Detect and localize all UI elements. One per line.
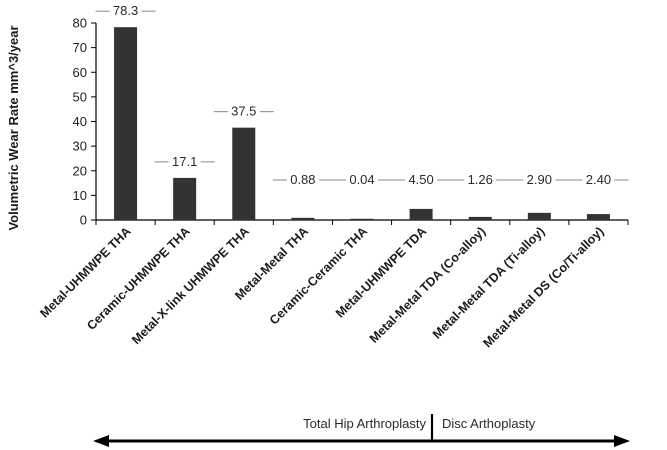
data-label: 78.3 bbox=[113, 3, 138, 18]
group-label-hip: Total Hip Arthroplasty bbox=[303, 416, 426, 431]
data-label: 0.04 bbox=[349, 172, 374, 187]
bar bbox=[468, 216, 492, 220]
data-label: 2.40 bbox=[586, 172, 611, 187]
group-label-disc: Disc Arthoplasty bbox=[442, 416, 536, 431]
category-label: Metal-Metal TDA (Ti-alloy) bbox=[430, 224, 547, 341]
bar bbox=[232, 127, 256, 220]
bar bbox=[173, 177, 197, 220]
bar bbox=[527, 212, 551, 220]
y-tick-label: 0 bbox=[80, 213, 87, 228]
data-label: 17.1 bbox=[172, 154, 197, 169]
category-label: Ceramic-Ceramic THA bbox=[267, 224, 370, 327]
y-tick-label: 20 bbox=[73, 163, 87, 178]
y-tick-label: 80 bbox=[73, 16, 87, 31]
y-tick-label: 60 bbox=[73, 65, 87, 80]
y-tick-label: 30 bbox=[73, 139, 87, 154]
data-label: 2.90 bbox=[527, 172, 552, 187]
bar bbox=[586, 214, 610, 220]
category-label: Metal-Metal DS (Co/Ti-alloy) bbox=[480, 224, 606, 350]
bar bbox=[409, 208, 433, 220]
bar bbox=[114, 27, 138, 221]
data-label: 4.50 bbox=[408, 172, 433, 187]
x-axis bbox=[95, 219, 629, 225]
bar bbox=[291, 217, 315, 220]
category-label: Metal-Metal TDA (Co-alloy) bbox=[367, 224, 489, 346]
y-axis-title: Volumetric Wear Rate mm^3/year bbox=[6, 25, 21, 230]
arrow-right-head bbox=[614, 435, 630, 447]
y-tick-label: 40 bbox=[73, 114, 87, 129]
arrow-left-head bbox=[93, 435, 109, 447]
y-axis: 0 10 20 30 40 50 60 70 80 bbox=[73, 16, 97, 228]
category-label: Metal-X-link UHMWPE THA bbox=[129, 224, 252, 347]
bar-series bbox=[114, 27, 610, 221]
group-annotation: Total Hip Arthroplasty Disc Arthoplasty bbox=[93, 414, 630, 447]
category-label: Ceramic-UHMWPE THA bbox=[84, 224, 193, 333]
data-label: 0.88 bbox=[290, 172, 315, 187]
y-tick-label: 70 bbox=[73, 40, 87, 55]
data-labels: 78.3 17.1 37.5 0.88 0.04 4.50 1.26 2.90 2.40 bbox=[95, 3, 629, 187]
y-tick-label: 50 bbox=[73, 89, 87, 104]
bar bbox=[350, 218, 374, 220]
data-label: 1.26 bbox=[468, 172, 493, 187]
y-tick-label: 10 bbox=[73, 188, 87, 203]
data-label: 37.5 bbox=[231, 104, 256, 119]
